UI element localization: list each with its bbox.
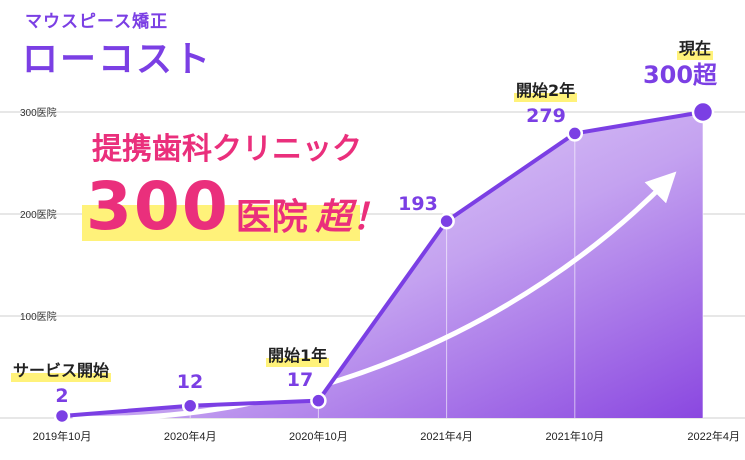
promo-suffix: 超！ [315, 197, 388, 238]
annotation-year1: 開始1年 [266, 346, 330, 367]
annotation-start: サービス開始 [11, 361, 112, 382]
data-point [181, 397, 199, 415]
series-line [61, 110, 704, 418]
y-tick-label: 200医院 [20, 208, 57, 221]
annotation-now: 現在 [677, 39, 714, 60]
annotation-year2: 開始2年 [514, 81, 578, 102]
data-label: 300超 [643, 61, 718, 89]
data-label: 279 [526, 105, 566, 127]
x-tick-label: 2020年4月 [164, 429, 217, 443]
x-tick-label: 2020年10月 [289, 429, 348, 443]
data-point [53, 407, 71, 425]
promo-unit: 医院 [235, 197, 308, 238]
brand-logo: ローコスト [22, 39, 213, 80]
x-tick-label: 2021年10月 [545, 429, 604, 443]
x-tick-label: 2019年10月 [33, 429, 92, 443]
promo-headline: 提携歯科クリニック [92, 132, 362, 167]
data-point [691, 100, 715, 124]
data-point [566, 125, 584, 142]
x-tick-label: 2021年4月 [420, 429, 473, 443]
data-label: 12 [177, 371, 203, 393]
promo-number: 300 [86, 168, 230, 245]
data-point [438, 212, 455, 230]
brand-tagline: マウスピース矯正 [25, 12, 169, 32]
x-tick-label: 2022年4月 [687, 429, 740, 443]
data-label: 2 [55, 385, 68, 407]
chart-area [62, 112, 703, 418]
promo-highlight [82, 205, 360, 241]
y-tick-label: 300医院 [20, 106, 57, 119]
data-label: 193 [398, 193, 438, 215]
data-point [310, 392, 327, 409]
y-tick-label: 100医院 [20, 310, 57, 323]
growth-arrow [72, 171, 677, 421]
promo-count: 300 医院 超！ [86, 168, 388, 245]
data-label: 17 [287, 369, 313, 391]
